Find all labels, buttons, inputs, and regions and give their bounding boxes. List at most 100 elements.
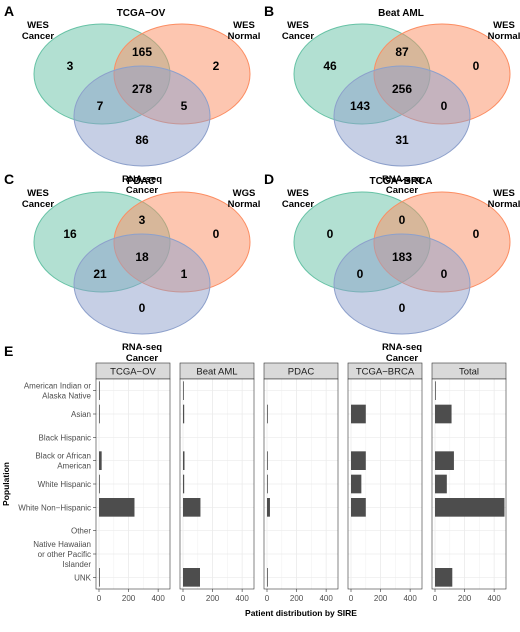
venn-title: PDAC <box>127 176 155 187</box>
bar <box>351 474 362 494</box>
venn-region-bc: 5 <box>181 99 188 113</box>
facet-3: TCGA−BRCA 0 200 400 <box>347 362 423 603</box>
x-tick-label: 200 <box>458 594 472 603</box>
bar <box>435 474 447 494</box>
panel-letter: D <box>264 171 274 187</box>
facet-title: TCGA−BRCA <box>356 367 415 378</box>
venn-panel-a: A TCGA−OV WES Cancer WES Normal RNA-seq Cancer 3… <box>4 3 260 196</box>
venn-region-bc: 0 <box>441 99 448 113</box>
venn-region-c-only: 0 <box>139 301 146 315</box>
venn-region-ac: 21 <box>93 267 107 281</box>
bar <box>435 498 505 517</box>
bar <box>99 381 100 400</box>
facet-title: Beat AML <box>196 367 237 378</box>
venn-set-circle <box>73 65 211 167</box>
bar <box>183 381 184 400</box>
bar <box>267 568 268 587</box>
facet-frame <box>263 378 339 590</box>
bar <box>99 568 100 587</box>
set-label: WES Cancer <box>22 188 55 210</box>
set-label: RNA-seq Cancer <box>122 174 162 196</box>
venn-title: TCGA−BRCA <box>369 176 432 187</box>
bar <box>351 404 366 424</box>
set-label: WES Cancer <box>282 188 315 210</box>
x-tick-label: 0 <box>265 594 270 603</box>
set-label: RNA-seq Cancer <box>382 174 422 196</box>
facet-title: TCGA−OV <box>110 367 156 378</box>
bar <box>99 474 100 494</box>
venn-region-abc: 18 <box>135 250 149 264</box>
venn-region-c-only: 0 <box>399 301 406 315</box>
y-tick-label: White Hispanic <box>38 480 91 489</box>
x-tick-label: 0 <box>349 594 354 603</box>
venn-region-b-only: 2 <box>213 59 220 73</box>
set-label: WGS Normal <box>228 188 261 210</box>
venn-title: TCGA−OV <box>117 8 166 19</box>
venn-region-ab: 165 <box>132 45 152 59</box>
bar <box>267 404 268 424</box>
x-tick-label: 400 <box>235 594 249 603</box>
y-axis-title: Population <box>1 462 11 506</box>
venn-set-circle <box>333 233 471 335</box>
x-tick-label: 400 <box>487 594 501 603</box>
facet-frame <box>95 378 171 590</box>
venn-region-a-only: 46 <box>323 59 337 73</box>
panel-letter: A <box>4 3 14 19</box>
venn-region-ab: 3 <box>139 213 146 227</box>
y-tick-label: Black Hispanic <box>39 433 91 442</box>
bar <box>183 498 201 517</box>
bar <box>183 568 200 587</box>
bar <box>351 498 366 517</box>
bar <box>183 474 185 494</box>
venn-region-c-only: 86 <box>135 133 149 147</box>
venn-region-a-only: 16 <box>63 227 77 241</box>
set-label: WES Cancer <box>22 20 55 42</box>
bar <box>183 404 185 424</box>
set-label: WES Normal <box>488 188 520 210</box>
bar <box>351 451 366 470</box>
x-tick-label: 400 <box>403 594 417 603</box>
bar <box>99 498 135 517</box>
venn-region-bc: 1 <box>181 267 188 281</box>
bar <box>183 451 185 470</box>
facet-title: Total <box>459 367 479 378</box>
facet-title: PDAC <box>288 367 315 378</box>
x-axis-title: Patient distribution by SIRE <box>245 608 357 618</box>
set-label: WES Normal <box>228 20 261 42</box>
set-label: RNA-seq Cancer <box>122 342 162 364</box>
y-tick-label: Other <box>71 527 91 536</box>
x-tick-label: 200 <box>122 594 136 603</box>
x-tick-label: 200 <box>290 594 304 603</box>
venn-region-a-only: 0 <box>327 227 334 241</box>
panel-letter: E <box>4 343 13 359</box>
bar <box>267 451 268 470</box>
set-label: RNA-seq Cancer <box>382 342 422 364</box>
bar <box>435 381 436 400</box>
venn-region-ac: 0 <box>357 267 364 281</box>
venn-region-ac: 143 <box>350 99 370 113</box>
venn-panel-b: B Beat AML WES Cancer WES Normal RNA-seq Cancer… <box>264 3 520 196</box>
venn-region-ab: 0 <box>399 213 406 227</box>
venn-region-abc: 256 <box>392 82 412 96</box>
facet-frame <box>347 378 423 590</box>
venn-region-c-only: 31 <box>395 133 409 147</box>
set-label: WES Cancer <box>282 20 315 42</box>
x-tick-label: 400 <box>319 594 333 603</box>
venn-region-ac: 7 <box>97 99 104 113</box>
x-tick-label: 400 <box>151 594 165 603</box>
bar-panel-e: E American Indian or Alaska Native Asian Bla… <box>1 343 507 618</box>
venn-set-circle <box>333 65 471 167</box>
set-label: WES Normal <box>488 20 520 42</box>
x-tick-label: 0 <box>97 594 102 603</box>
x-tick-label: 0 <box>181 594 186 603</box>
venn-set-circle <box>73 233 211 335</box>
venn-region-abc: 278 <box>132 82 152 96</box>
panel-letter: C <box>4 171 14 187</box>
facet-frame <box>431 378 507 590</box>
bar <box>99 451 102 470</box>
facet-2: PDAC 0 200 400 <box>263 362 339 603</box>
y-tick-label: American Indian or Alaska Native <box>24 382 92 401</box>
venn-title: Beat AML <box>378 8 424 19</box>
bar <box>267 474 268 494</box>
